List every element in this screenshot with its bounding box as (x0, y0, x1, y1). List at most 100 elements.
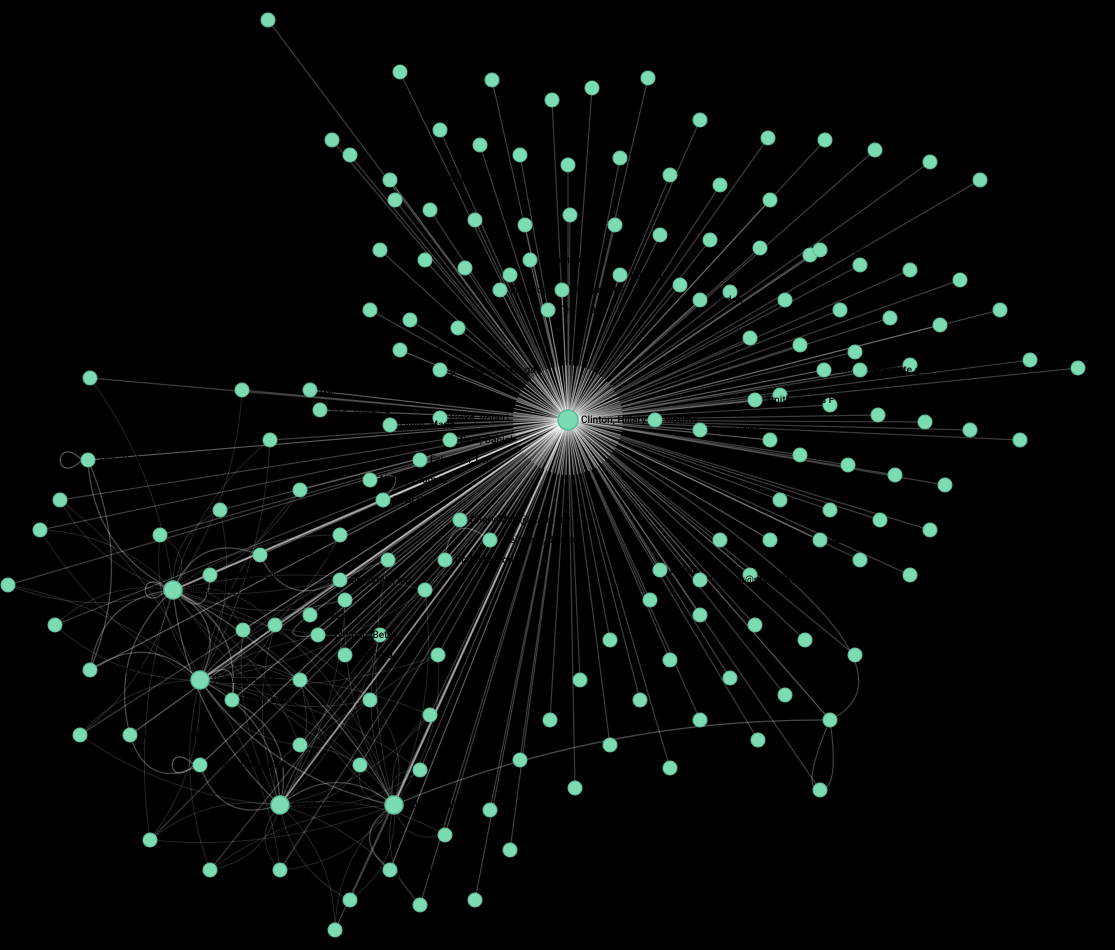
node[interactable] (798, 633, 812, 647)
node-duffy[interactable] (541, 303, 555, 317)
node[interactable] (841, 458, 855, 472)
node-hill[interactable] (383, 863, 397, 877)
node[interactable] (1013, 433, 1027, 447)
node[interactable] (853, 258, 867, 272)
node[interactable] (793, 448, 807, 462)
node[interactable] (468, 213, 482, 227)
node[interactable] (933, 318, 947, 332)
node[interactable] (1023, 353, 1037, 367)
node[interactable] (261, 13, 275, 27)
node[interactable] (883, 311, 897, 325)
node-abramson[interactable] (523, 253, 537, 267)
node[interactable] (568, 781, 582, 795)
node[interactable] (833, 303, 847, 317)
node[interactable] (143, 833, 157, 847)
node-steinberg[interactable] (483, 533, 497, 547)
node[interactable] (353, 758, 367, 772)
node[interactable] (363, 693, 377, 707)
node[interactable] (693, 713, 707, 727)
node-stalbott[interactable] (376, 493, 390, 507)
node[interactable] (518, 218, 532, 232)
node-smith[interactable] (748, 393, 762, 407)
node[interactable] (545, 93, 559, 107)
node-ebeling[interactable] (193, 758, 207, 772)
node-reines[interactable] (83, 663, 97, 677)
node[interactable] (438, 828, 452, 842)
node-beer[interactable] (443, 433, 457, 447)
node[interactable] (868, 143, 882, 157)
node[interactable] (373, 628, 387, 642)
node[interactable] (451, 321, 465, 335)
node[interactable] (431, 648, 445, 662)
node[interactable] (873, 513, 887, 527)
node[interactable] (235, 383, 249, 397)
node[interactable] (203, 863, 217, 877)
node[interactable] (1071, 361, 1085, 375)
node[interactable] (653, 228, 667, 242)
node[interactable] (641, 71, 655, 85)
node[interactable] (373, 243, 387, 257)
node[interactable] (723, 285, 737, 299)
node[interactable] (793, 338, 807, 352)
node-reines2[interactable] (393, 343, 407, 357)
node-mills[interactable] (164, 581, 182, 599)
node-crocker[interactable] (693, 573, 707, 587)
node[interactable] (236, 623, 250, 637)
node[interactable] (573, 673, 587, 687)
node[interactable] (663, 653, 677, 667)
node[interactable] (473, 138, 487, 152)
node-coleman[interactable] (311, 628, 325, 642)
node[interactable] (643, 593, 657, 607)
node-rooney[interactable] (813, 243, 827, 257)
node-valmoro[interactable] (191, 671, 209, 689)
node[interactable] (1, 578, 15, 592)
node[interactable] (563, 208, 577, 222)
node[interactable] (613, 151, 627, 165)
node[interactable] (663, 761, 677, 775)
node[interactable] (483, 803, 497, 817)
node[interactable] (513, 753, 527, 767)
node[interactable] (903, 263, 917, 277)
node-mooney[interactable] (853, 363, 867, 377)
node[interactable] (993, 303, 1007, 317)
node[interactable] (503, 843, 517, 857)
node[interactable] (778, 688, 792, 702)
node-butzgy[interactable] (653, 563, 667, 577)
node[interactable] (413, 898, 427, 912)
node[interactable] (561, 158, 575, 172)
node[interactable] (403, 313, 417, 327)
node[interactable] (73, 728, 87, 742)
node[interactable] (871, 408, 885, 422)
node[interactable] (751, 733, 765, 747)
node[interactable] (338, 593, 352, 607)
node-sid[interactable] (763, 433, 777, 447)
node[interactable] (778, 293, 792, 307)
node[interactable] (743, 331, 757, 345)
node[interactable] (363, 303, 377, 317)
node[interactable] (468, 893, 482, 907)
node[interactable] (848, 648, 862, 662)
node[interactable] (83, 371, 97, 385)
node[interactable] (485, 73, 499, 87)
node[interactable] (703, 233, 717, 247)
node[interactable] (713, 178, 727, 192)
node-cheryl[interactable] (453, 513, 467, 527)
node-gordon[interactable] (693, 293, 707, 307)
node-suarez[interactable] (813, 533, 827, 547)
node[interactable] (693, 113, 707, 127)
node-state1[interactable] (763, 533, 777, 547)
node[interactable] (918, 415, 932, 429)
node[interactable] (153, 528, 167, 542)
node[interactable] (923, 155, 937, 169)
node[interactable] (818, 133, 832, 147)
node[interactable] (903, 568, 917, 582)
node[interactable] (543, 713, 557, 727)
node-feinstein[interactable] (413, 453, 427, 467)
node[interactable] (325, 133, 339, 147)
node-sullivan[interactable] (385, 796, 403, 814)
node[interactable] (823, 398, 837, 412)
node[interactable] (748, 618, 762, 632)
node[interactable] (938, 478, 952, 492)
node[interactable] (963, 423, 977, 437)
node[interactable] (585, 81, 599, 95)
